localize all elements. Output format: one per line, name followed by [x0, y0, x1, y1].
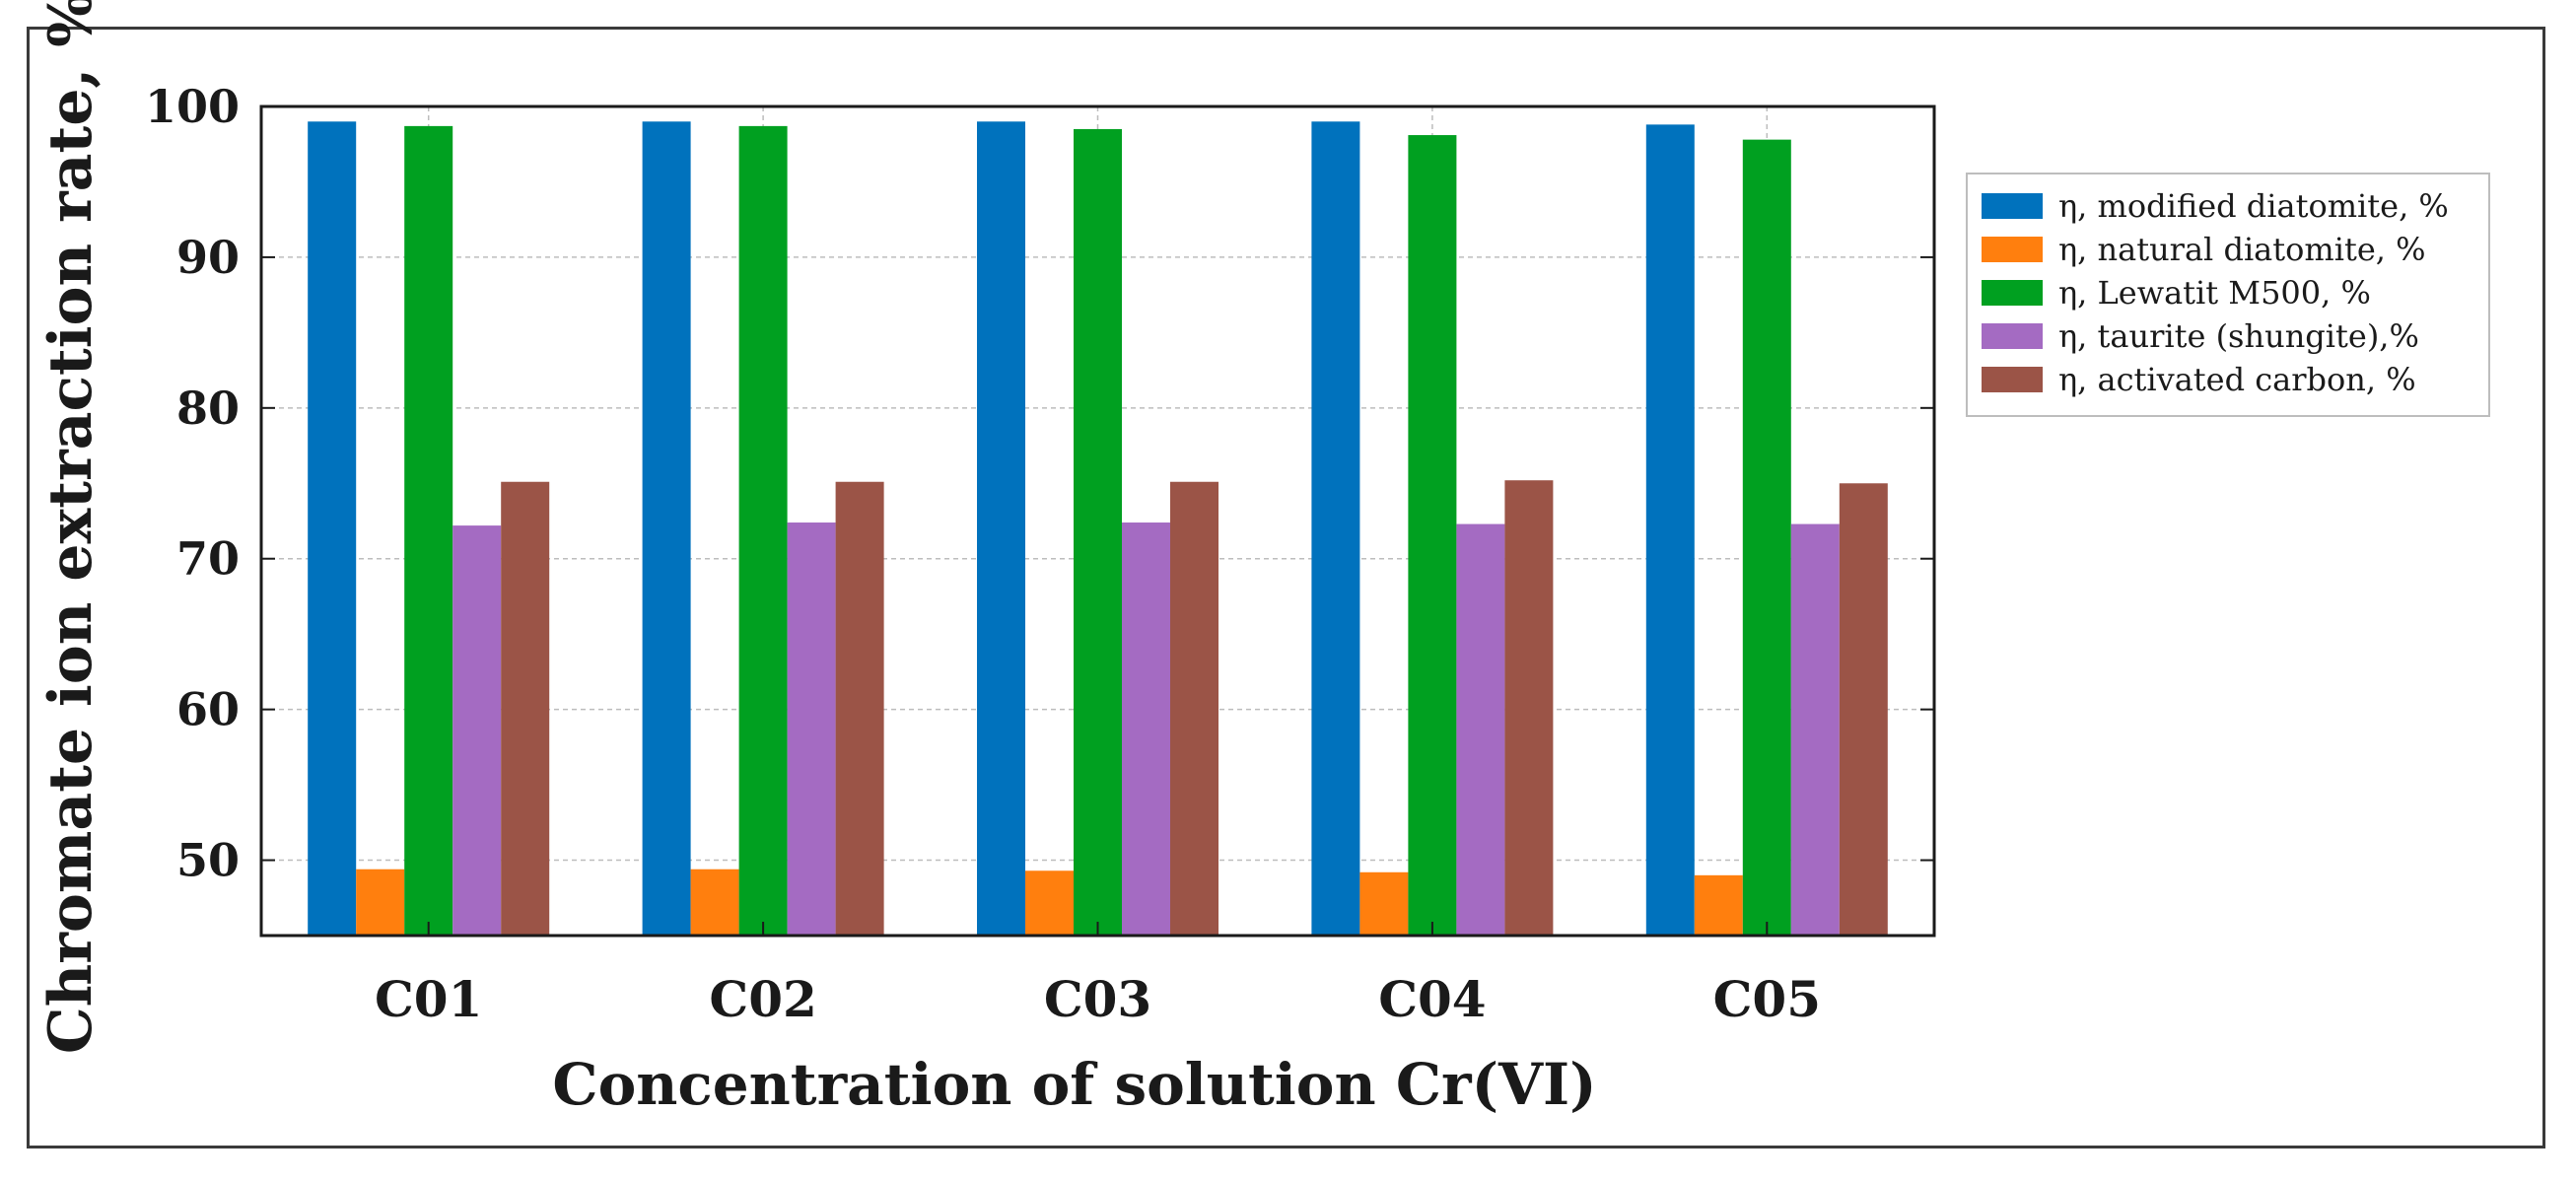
y-axis: 50 60 70 80 90 100 [145, 80, 1934, 887]
bar [1839, 483, 1888, 936]
bar [1694, 874, 1743, 936]
bar [1504, 480, 1554, 936]
bar [977, 121, 1025, 937]
bar [356, 869, 405, 936]
bar [1742, 139, 1791, 936]
bar [1170, 481, 1218, 936]
legend-label: η, modified diatomite, % [2058, 187, 2449, 225]
legend-label: η, activated carbon, % [2058, 361, 2416, 398]
bar [690, 869, 739, 936]
legend-box [1966, 173, 2490, 417]
bar [404, 125, 453, 937]
x-tick-label: C05 [1713, 970, 1821, 1028]
y-tick-label: 70 [176, 532, 240, 586]
y-tick-label: 80 [176, 382, 240, 435]
x-axis-title: Concentration of solution Cr(VI) [552, 1051, 1596, 1118]
bar [738, 125, 788, 937]
bar [1408, 135, 1457, 936]
legend-swatch [1982, 323, 2043, 349]
bar [1359, 871, 1409, 936]
bar [1645, 124, 1695, 936]
bar [835, 481, 884, 936]
legend-swatch [1982, 237, 2043, 262]
bar [308, 121, 357, 937]
y-tick-label: 60 [176, 683, 240, 736]
bar [1456, 523, 1505, 936]
x-tick-label: C03 [1044, 970, 1151, 1028]
bar [1122, 522, 1170, 936]
legend-label: η, taurite (shungite),% [2058, 317, 2419, 355]
legend-label: η, Lewatit M500, % [2058, 274, 2371, 312]
bar [453, 525, 502, 936]
bar [1311, 121, 1360, 937]
y-tick-label: 100 [145, 80, 240, 133]
y-tick-label: 50 [176, 834, 240, 887]
legend: η, modified diatomite, % η, natural diato… [1966, 173, 2490, 417]
y-axis-title: Chromate ion extraction rate, % [36, 0, 105, 1054]
legend-label: η, natural diatomite, % [2058, 231, 2426, 268]
x-axis: C01 C02 C03 C04 C05 [375, 922, 1821, 1028]
x-tick-label: C02 [709, 970, 816, 1028]
y-tick-label: 90 [176, 231, 240, 284]
legend-swatch [1982, 193, 2043, 219]
bars [308, 121, 1888, 937]
x-tick-label: C04 [1378, 970, 1486, 1028]
bar [787, 522, 836, 936]
bar [642, 121, 691, 937]
bar [1074, 128, 1122, 936]
bar [1025, 870, 1074, 936]
bar [501, 481, 550, 936]
legend-swatch [1982, 367, 2043, 392]
x-tick-label: C01 [375, 970, 482, 1028]
legend-swatch [1982, 280, 2043, 306]
bar [1790, 523, 1840, 936]
